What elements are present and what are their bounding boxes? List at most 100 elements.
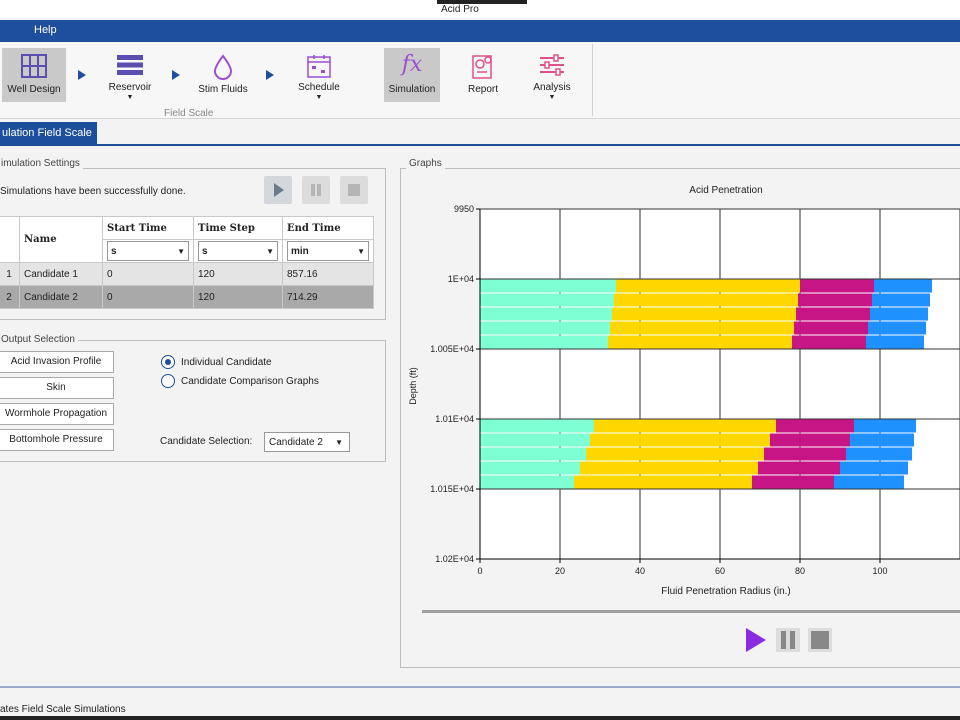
bar-segment xyxy=(854,419,916,433)
bar-segment xyxy=(868,321,926,335)
bar-segment xyxy=(752,475,834,489)
stop-icon xyxy=(348,184,360,196)
sim-pause-button[interactable] xyxy=(302,176,330,204)
pause-button-bg xyxy=(776,628,800,652)
column-header-time-step: Time Step xyxy=(193,216,283,240)
row-start-time[interactable]: 0 xyxy=(102,262,194,286)
row-start-time[interactable]: 0 xyxy=(102,285,194,309)
bar-segment xyxy=(608,335,792,349)
bar-segment xyxy=(580,461,758,475)
x-tick-label: 100 xyxy=(872,566,887,576)
y-tick-label: 1E+04 xyxy=(448,274,474,284)
bar-segment xyxy=(480,279,616,293)
bar-segment xyxy=(770,433,850,447)
layers-icon xyxy=(117,55,143,75)
acid-invasion-profile-button[interactable]: Acid Invasion Profile xyxy=(0,351,114,373)
y-tick-label: 1.02E+04 xyxy=(435,554,474,564)
bar-segment xyxy=(480,321,610,335)
sim-stop-button[interactable] xyxy=(340,176,368,204)
table-row[interactable]: 1 Candidate 1 0 120 857.16 xyxy=(0,262,374,286)
report-icon xyxy=(472,55,492,79)
start-time-unit-select[interactable]: s ▼ xyxy=(102,239,194,263)
window-title: Acid Pro xyxy=(441,4,479,15)
sliders-icon xyxy=(540,54,564,76)
graph-stop-button[interactable] xyxy=(808,628,832,652)
ribbon-well-design-button[interactable]: Well Design xyxy=(2,48,66,102)
ribbon-stim-fluids-button[interactable]: Stim Fluids xyxy=(192,48,254,102)
flow-arrow-icon xyxy=(266,70,274,80)
time-step-unit-value: s xyxy=(202,245,208,257)
x-tick-label: 20 xyxy=(555,566,565,576)
chart-axes: 9950 1E+04 1.005E+04 1.01E+04 1.015E+04 1.02E… xyxy=(430,204,960,576)
panel-divider xyxy=(0,686,960,688)
bar-segment xyxy=(850,433,914,447)
bar-segment xyxy=(866,335,924,349)
row-end-time[interactable]: 857.16 xyxy=(282,262,374,286)
candidate-comparison-radio[interactable] xyxy=(161,374,175,388)
table-row[interactable]: 2 Candidate 2 0 120 714.29 xyxy=(0,285,374,309)
wormhole-propagation-button[interactable]: Wormhole Propagation xyxy=(0,403,114,425)
y-tick-label: 1.015E+04 xyxy=(430,484,474,494)
bar-segment xyxy=(610,321,794,335)
acid-penetration-chart: Acid Penetration 9950 1E+04 1.005E+04 1.01E… xyxy=(408,185,960,652)
bar-segment xyxy=(834,475,904,489)
bar-segment xyxy=(480,461,580,475)
timeline-scrollbar[interactable] xyxy=(422,610,960,613)
menu-help[interactable]: Help xyxy=(34,24,57,36)
ribbon xyxy=(0,42,960,119)
bottomhole-pressure-button[interactable]: Bottomhole Pressure xyxy=(0,429,114,451)
bar-segment xyxy=(612,307,796,321)
bar-segment xyxy=(840,461,908,475)
ribbon-reservoir-button[interactable]: Reservoir ▼ xyxy=(100,48,160,102)
x-tick-label: 40 xyxy=(635,566,645,576)
graphs-legend: Graphs xyxy=(406,158,445,169)
bar-segment xyxy=(764,447,846,461)
status-bar xyxy=(0,700,960,720)
ribbon-group-label: Field Scale xyxy=(164,108,214,119)
chart-title: Acid Penetration xyxy=(689,185,762,196)
candidate-selection-dropdown[interactable]: Candidate 2 ▼ xyxy=(264,432,350,452)
row-end-time[interactable]: 714.29 xyxy=(282,285,374,309)
chevron-down-icon: ▼ xyxy=(177,246,185,256)
output-selection-group xyxy=(0,340,386,462)
skin-button[interactable]: Skin xyxy=(0,377,114,399)
bar-segment xyxy=(616,279,800,293)
stop-icon xyxy=(811,631,829,649)
individual-candidate-radio[interactable] xyxy=(161,355,175,369)
graph-pause-button[interactable] xyxy=(776,628,800,652)
play-icon xyxy=(274,183,284,197)
grid-icon xyxy=(21,54,47,78)
ribbon-report-button[interactable]: Report xyxy=(456,48,510,102)
row-name[interactable]: Candidate 1 xyxy=(19,262,103,286)
time-step-unit-select[interactable]: s ▼ xyxy=(193,239,283,263)
flow-arrow-icon xyxy=(172,70,180,80)
tab-simulation-field-scale[interactable]: ulation Field Scale xyxy=(0,122,97,144)
row-name[interactable]: Candidate 2 xyxy=(19,285,103,309)
y-tick-label: 1.01E+04 xyxy=(435,414,474,424)
title-bar xyxy=(0,0,960,18)
ribbon-analysis-button[interactable]: Analysis ▼ xyxy=(524,48,580,102)
sim-play-button[interactable] xyxy=(264,176,292,204)
bar-segment xyxy=(870,307,928,321)
chevron-down-icon: ▼ xyxy=(335,438,343,447)
row-time-step[interactable]: 120 xyxy=(193,285,283,309)
calendar-icon xyxy=(307,55,331,78)
ribbon-schedule-button[interactable]: Schedule ▼ xyxy=(288,48,350,102)
ribbon-simulation-button[interactable]: fx Simulation xyxy=(384,48,440,102)
y-tick-label: 9950 xyxy=(454,204,474,214)
ribbon-well-design-label: Well Design xyxy=(7,84,61,95)
bar-segment xyxy=(480,335,608,349)
bar-segment xyxy=(792,335,866,349)
graph-play-button[interactable] xyxy=(746,628,766,652)
end-time-unit-select[interactable]: min ▼ xyxy=(282,239,374,263)
row-time-step[interactable]: 120 xyxy=(193,262,283,286)
bar-segment xyxy=(758,461,840,475)
candidate-selection-label: Candidate Selection: xyxy=(160,436,253,447)
chart-grid xyxy=(479,208,960,560)
candidate-selection-value: Candidate 2 xyxy=(269,437,323,448)
table-corner xyxy=(0,216,20,263)
flow-arrow-icon xyxy=(78,70,86,80)
bar-segment xyxy=(594,419,776,433)
chevron-down-icon: ▼ xyxy=(315,94,323,101)
ribbon-report-label: Report xyxy=(467,84,498,95)
